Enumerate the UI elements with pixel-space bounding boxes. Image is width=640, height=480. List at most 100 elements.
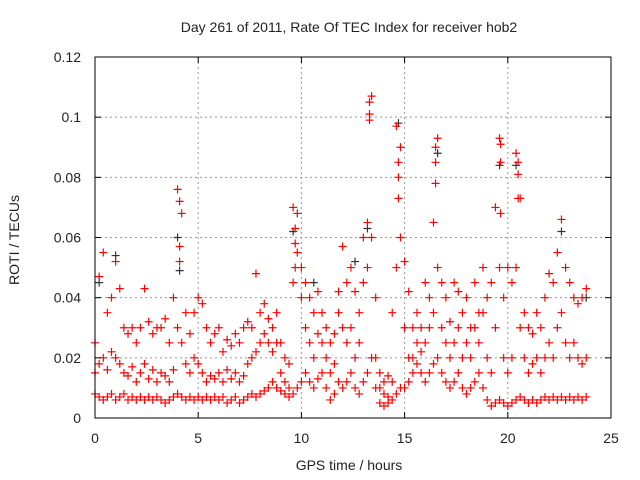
data-point-primary xyxy=(404,377,413,386)
data-point-primary xyxy=(280,377,289,386)
data-point-primary xyxy=(450,278,459,287)
data-point-primary xyxy=(462,293,471,302)
x-tick-label: 25 xyxy=(603,430,619,446)
data-point-primary xyxy=(235,377,244,386)
data-point-primary xyxy=(512,395,521,404)
data-point-primary xyxy=(367,92,376,101)
y-tick-label: 0.04 xyxy=(54,290,81,306)
data-point-primary xyxy=(491,203,500,212)
data-point-primary xyxy=(425,323,434,332)
data-point-primary xyxy=(148,395,157,404)
data-point-primary xyxy=(375,398,384,407)
data-point-primary xyxy=(334,287,343,296)
data-point-primary xyxy=(175,197,184,206)
data-point-primary xyxy=(536,395,545,404)
data-point-primary xyxy=(479,308,488,317)
data-point-primary xyxy=(322,383,331,392)
data-point-primary xyxy=(363,263,372,272)
data-point-primary xyxy=(247,389,256,398)
y-tick-label: 0.02 xyxy=(54,350,81,366)
chart-title: Day 261 of 2011, Rate Of TEC Index for r… xyxy=(181,19,518,35)
data-point-primary xyxy=(132,377,141,386)
x-axis-label: GPS time / hours xyxy=(296,457,403,473)
data-point-primary xyxy=(161,371,170,380)
data-point-primary xyxy=(365,110,374,119)
data-point-primary xyxy=(136,368,145,377)
data-point-primary xyxy=(210,374,219,383)
data-point-primary xyxy=(479,383,488,392)
data-point-primary xyxy=(173,323,182,332)
y-tick-label: 0.08 xyxy=(54,169,81,185)
data-point-primary xyxy=(173,389,182,398)
data-point-primary xyxy=(359,377,368,386)
data-point-primary xyxy=(247,323,256,332)
data-point-primary xyxy=(206,395,215,404)
data-point-primary xyxy=(251,392,260,401)
data-point-primary xyxy=(313,287,322,296)
data-point-primary xyxy=(388,377,397,386)
data-point-primary xyxy=(124,329,133,338)
data-point-primary xyxy=(95,392,104,401)
data-point-primary xyxy=(561,395,570,404)
data-point-primary xyxy=(520,395,529,404)
data-point-primary xyxy=(185,329,194,338)
data-point-primary xyxy=(301,278,310,287)
data-point-primary xyxy=(425,293,434,302)
data-point-primary xyxy=(148,365,157,374)
data-point-primary xyxy=(128,362,137,371)
data-point-primary xyxy=(351,287,360,296)
data-point-primary xyxy=(474,368,483,377)
data-point-primary xyxy=(214,368,223,377)
data-point-primary xyxy=(309,353,318,362)
data-point-primary xyxy=(524,368,533,377)
data-point-primary xyxy=(181,395,190,404)
data-point-primary xyxy=(545,395,554,404)
data-point-primary xyxy=(318,368,327,377)
data-point-primary xyxy=(431,143,440,152)
data-point-primary xyxy=(429,359,438,368)
data-point-primary xyxy=(95,272,104,281)
data-point-primary xyxy=(210,392,219,401)
data-point-primary xyxy=(165,377,174,386)
data-point-primary xyxy=(462,389,471,398)
data-point-primary xyxy=(553,323,562,332)
data-point-primary xyxy=(429,218,438,227)
data-point-primary xyxy=(202,377,211,386)
data-point-primary xyxy=(388,308,397,317)
data-point-primary xyxy=(553,248,562,257)
data-point-primary xyxy=(276,338,285,347)
data-point-primary xyxy=(111,257,120,266)
data-point-primary xyxy=(532,308,541,317)
data-point-secondary xyxy=(175,266,184,275)
data-point-primary xyxy=(293,209,302,218)
data-point-primary xyxy=(400,257,409,266)
data-point-primary xyxy=(177,338,186,347)
data-point-secondary xyxy=(433,149,442,158)
data-point-primary xyxy=(338,323,347,332)
data-point-primary xyxy=(124,371,133,380)
data-point-primary xyxy=(218,347,227,356)
data-point-primary xyxy=(161,398,170,407)
data-point-primary xyxy=(512,149,521,158)
data-point-primary xyxy=(264,383,273,392)
data-point-primary xyxy=(144,392,153,401)
data-point-primary xyxy=(375,368,384,377)
data-point-primary xyxy=(276,386,285,395)
data-point-primary xyxy=(231,329,240,338)
data-point-primary xyxy=(181,308,190,317)
data-point-primary xyxy=(441,293,450,302)
data-point-primary xyxy=(346,323,355,332)
data-point-primary xyxy=(545,269,554,278)
y-tick-label: 0.1 xyxy=(62,109,82,125)
data-point-primary xyxy=(132,395,141,404)
data-point-primary xyxy=(338,383,347,392)
data-point-primary xyxy=(297,377,306,386)
data-point-primary xyxy=(276,368,285,377)
data-point-primary xyxy=(260,386,269,395)
data-point-primary xyxy=(516,392,525,401)
data-point-primary xyxy=(392,263,401,272)
data-point-primary xyxy=(532,398,541,407)
data-point-primary xyxy=(115,392,124,401)
data-point-primary xyxy=(351,383,360,392)
y-tick-label: 0.06 xyxy=(54,230,81,246)
